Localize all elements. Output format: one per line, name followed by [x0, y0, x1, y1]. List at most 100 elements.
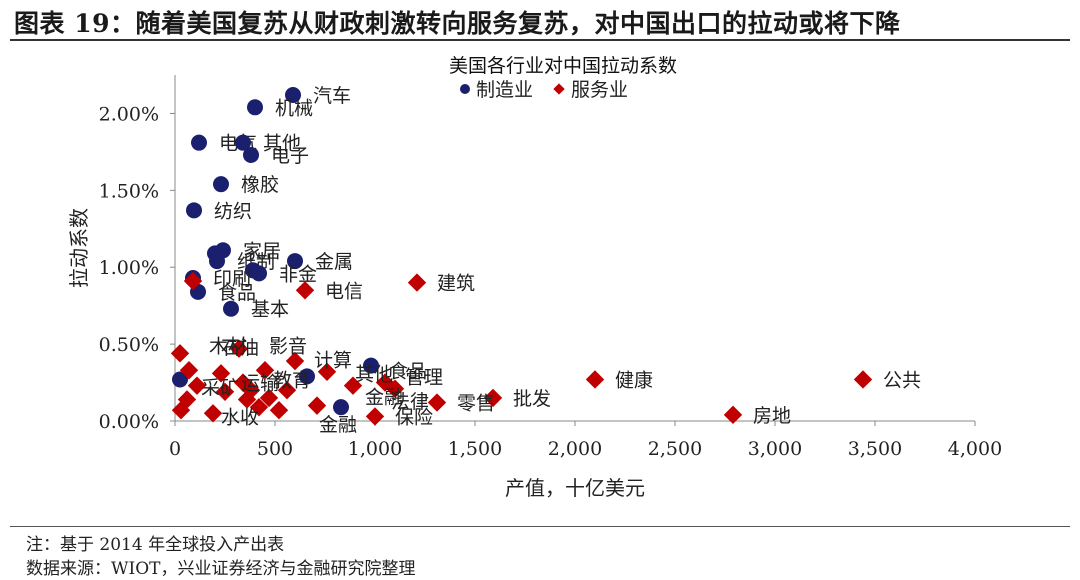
annotation-label: 金融 [365, 386, 403, 408]
y-tick-label: 1.50% [99, 180, 159, 202]
annotation-label: 石油 [221, 337, 259, 359]
data-point-services [317, 362, 337, 381]
annotation-label: 水收 [221, 406, 259, 428]
data-point-services [203, 404, 223, 423]
data-label: 健康 [615, 369, 653, 391]
y-tick-label: 2.00% [99, 103, 159, 125]
annotation-label: 食品 [389, 360, 427, 382]
data-point-services [483, 388, 503, 408]
data-point-services [171, 401, 191, 420]
chart-title: 美国各行业对中国拉动系数 [449, 55, 677, 77]
data-label: 批发 [513, 388, 551, 410]
data-label: 基本 [251, 299, 289, 321]
data-point-services [307, 396, 327, 415]
data-point-manufacturing [243, 146, 259, 163]
data-label: 纺织 [214, 200, 252, 222]
data-point-manufacturing [285, 86, 301, 103]
data-point-services [427, 393, 447, 412]
data-point-manufacturing [191, 134, 207, 151]
figure-header: 图表 19：随着美国复苏从财政刺激转向服务复苏，对中国出口的拉动或将下降 [10, 2, 1070, 40]
annotation-label: 采矿 [201, 377, 239, 399]
y-tick-label: 1.00% [99, 257, 159, 279]
data-point-services [277, 381, 297, 400]
data-label: 印刷 [213, 268, 251, 290]
data-label: 汽车 [313, 85, 351, 107]
data-point-services [407, 273, 427, 292]
data-point-services [215, 382, 235, 401]
data-point-manufacturing [172, 371, 188, 388]
data-point-manufacturing [251, 265, 267, 282]
annotation-label: 计算 [314, 349, 352, 371]
data-point-manufacturing [223, 300, 239, 317]
data-point-services [385, 379, 405, 398]
x-tick-label: 2,500 [648, 438, 702, 460]
data-point-services [211, 364, 231, 383]
data-label: 其他 [263, 133, 301, 155]
data-label: 电子 [271, 145, 309, 167]
data-point-services [365, 407, 385, 426]
data-label: 金属 [315, 251, 353, 273]
annotation-label: 其他 [355, 363, 393, 385]
data-label: 零售 [457, 393, 495, 415]
data-point-services [723, 405, 743, 425]
data-point-services [237, 390, 257, 409]
data-point-manufacturing [186, 202, 202, 219]
data-point-services [269, 401, 289, 420]
data-point-manufacturing [235, 134, 251, 151]
x-tick-label: 1,500 [448, 438, 502, 460]
chart-note: 注：基于 2014 年全球投入产出表 [26, 535, 285, 555]
data-point-services [585, 370, 605, 389]
annotation-label: 运输 [241, 373, 279, 395]
legend-marker-manufacturing [460, 84, 470, 94]
data-point-services [285, 351, 305, 371]
y-tick-label: 0.50% [99, 334, 159, 356]
annotation-label: 管理 [405, 366, 443, 388]
data-point-manufacturing [363, 357, 379, 374]
annotation-label: 木材 [209, 336, 247, 358]
x-tick-label: 2,000 [548, 438, 602, 460]
annotation-label: 影音 [269, 336, 307, 358]
data-label: 建筑 [437, 273, 475, 295]
data-point-manufacturing [247, 99, 263, 116]
figure-title: 图表 19：随着美国复苏从财政刺激转向服务复苏，对中国出口的拉动或将下降 [14, 9, 901, 38]
data-label: 保险 [395, 406, 433, 428]
x-tick-label: 500 [257, 438, 293, 460]
annotation-label: 教育 [273, 369, 311, 391]
data-label: 机械 [275, 97, 313, 119]
footer-rule [10, 526, 1070, 527]
data-point-manufacturing [299, 368, 315, 385]
data-point-services [249, 397, 269, 417]
x-tick-label: 3,000 [748, 438, 802, 460]
header-rule [10, 39, 1070, 41]
data-point-manufacturing [209, 253, 225, 270]
data-label: 非金 [279, 263, 317, 285]
data-point-services [343, 376, 363, 395]
chart-source: 数据来源：WIOT，兴业证券经济与金融研究院整理 [26, 559, 416, 579]
data-label: 食品 [218, 282, 256, 304]
data-point-services [259, 388, 279, 408]
legend-marker-services [553, 83, 565, 95]
data-point-services [170, 344, 190, 363]
x-tick-label: 1,000 [348, 438, 402, 460]
data-point-services [229, 339, 249, 358]
data-label: 公共 [883, 369, 921, 391]
x-tick-label: 3,500 [848, 438, 902, 460]
legend-label-manufacturing: 制造业 [476, 79, 533, 101]
scatter-chart: 美国各行业对中国拉动系数 0.00% 0.50% 1.00% 1.50% 2.00% 0 50… [67, 55, 1002, 500]
data-point-services [853, 370, 873, 389]
annotation-label: 法律 [391, 391, 429, 413]
x-tick-label: 0 [169, 438, 181, 460]
data-point-services [255, 361, 275, 380]
data-label: 电信 [325, 280, 363, 302]
data-point-services [187, 376, 207, 395]
y-tick-label: 0.00% [99, 411, 159, 433]
legend-label-services: 服务业 [571, 79, 628, 101]
data-point-manufacturing [213, 176, 229, 193]
data-label: 橡胶 [241, 174, 279, 196]
data-point-services [179, 361, 199, 380]
y-axis-title: 拉动系数 [67, 208, 91, 288]
data-point-manufacturing [287, 253, 303, 270]
annotation-label: 金融 [319, 414, 357, 436]
data-point-services [183, 271, 203, 291]
x-axis-title: 产值，十亿美元 [505, 476, 645, 500]
